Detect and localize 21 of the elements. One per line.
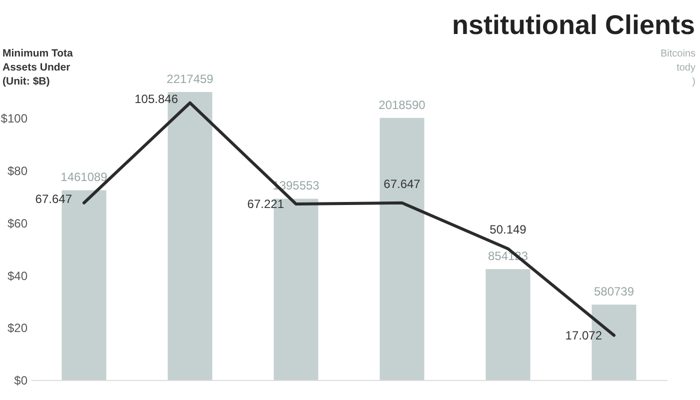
data-label: 50.149 <box>490 222 527 237</box>
data-label: 105.846 <box>134 92 178 106</box>
data-label: 1461089 <box>60 170 108 184</box>
chart-title: nstitutional Clients <box>452 10 695 40</box>
y-tick-label: $20 <box>7 321 28 336</box>
data-label: 67.221 <box>247 197 284 212</box>
y-axis-title: Minimum Tota Assets Under (Unit: $B) <box>2 48 74 88</box>
y2-axis-title: Bitcoins tody ) <box>660 48 696 88</box>
y-tick-label: $80 <box>7 164 28 178</box>
bar <box>486 269 530 380</box>
bar <box>380 118 424 380</box>
y-tick-label: $60 <box>7 216 28 230</box>
y-tick-label: $40 <box>7 268 28 283</box>
data-label: 2018590 <box>378 98 426 112</box>
y-tick-label: $0 <box>14 374 28 388</box>
y-tick-label: $100 <box>0 112 28 126</box>
data-label: 580739 <box>594 284 634 299</box>
data-label: 67.647 <box>384 176 421 191</box>
data-label: 17.072 <box>565 328 602 342</box>
data-label: 67.647 <box>35 192 72 206</box>
data-label: 2217459 <box>166 72 214 86</box>
